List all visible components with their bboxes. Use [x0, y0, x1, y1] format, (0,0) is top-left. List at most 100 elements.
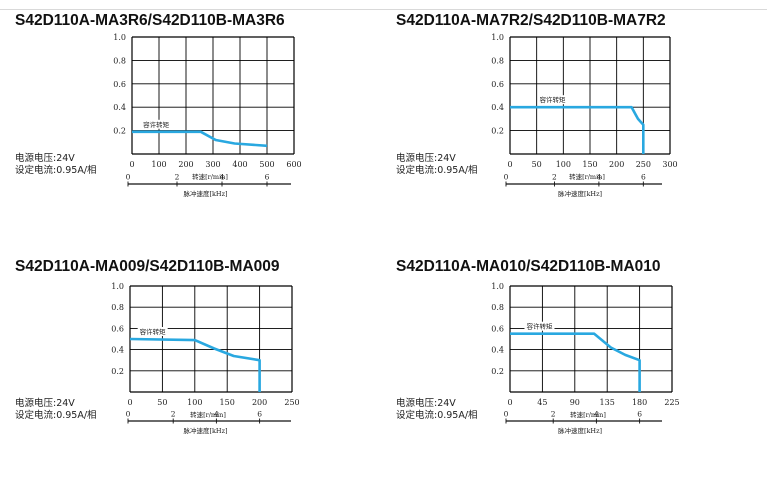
x-tick-label: 0	[507, 160, 512, 169]
current-label: 设定电流:0.95A/相	[15, 410, 97, 421]
y-tick-label: 1.0	[491, 33, 504, 42]
torque-curve	[132, 130, 268, 148]
pulse-axis-label: 脉冲速度[kHz]	[558, 189, 602, 198]
x-tick-label: 90	[570, 398, 580, 407]
x-tick-label: 0	[507, 398, 512, 407]
x-tick-label: 200	[178, 160, 193, 169]
x-tick-label: 300	[662, 160, 677, 169]
current-label: 设定电流:0.95A/相	[396, 165, 478, 176]
x-tick-label: 600	[286, 160, 301, 169]
curve-label: 容许转矩	[526, 322, 553, 331]
x-tick-label: 150	[220, 398, 235, 407]
voltage-label: 电源电压:24V	[396, 398, 456, 409]
x-tick-label: 100	[187, 398, 202, 407]
voltage-label: 电源电压:24V	[15, 398, 75, 409]
pulse-tick-label: 6	[641, 173, 646, 182]
curve-label-bg	[537, 95, 568, 105]
pulse-tick-label: 2	[171, 410, 176, 419]
curve-label: 容许转矩	[540, 95, 567, 104]
x-tick-label: 100	[151, 160, 166, 169]
y-tick-label: 0.6	[491, 80, 504, 89]
torque-chart: 1.0 0.8 0.6 0.4 0.2 0 100 200 300 400 500 600 转速[r/m…	[113, 33, 301, 198]
y-tick-label: 0.4	[491, 346, 504, 355]
x-tick-label: 0	[127, 398, 132, 407]
y-tick-label: 0.4	[113, 103, 126, 112]
x-tick-label: 400	[232, 160, 247, 169]
y-tick-label: 0.2	[491, 127, 504, 136]
torque-curve	[510, 332, 641, 392]
top-divider	[0, 9, 767, 10]
pulse-tick-label: 0	[126, 173, 131, 182]
x-tick-label: 150	[582, 160, 597, 169]
x-axis-label: 转速[r/min]	[570, 410, 606, 419]
pulse-axis-label: 脉冲速度[kHz]	[183, 426, 227, 435]
pulse-tick-label: 2	[551, 410, 556, 419]
x-tick-label: 45	[537, 398, 547, 407]
x-tick-label: 250	[636, 160, 651, 169]
y-tick-label: 0.8	[111, 303, 124, 312]
model-title: S42D110A-MA7R2/S42D110B-MA7R2	[396, 12, 666, 29]
pulse-tick-label: 4	[214, 410, 219, 419]
torque-chart: 1.0 0.8 0.6 0.4 0.2 0 50 100 150 200 250 转速[r/min] 0…	[111, 282, 299, 435]
x-tick-label: 135	[600, 398, 615, 407]
pulse-axis-label: 脉冲速度[kHz]	[558, 426, 602, 435]
x-tick-label: 300	[205, 160, 220, 169]
x-tick-label: 0	[129, 160, 134, 169]
voltage-label: 电源电压:24V	[396, 153, 456, 164]
current-label: 设定电流:0.95A/相	[396, 410, 478, 421]
y-tick-label: 0.4	[491, 103, 504, 112]
x-tick-label: 50	[157, 398, 167, 407]
y-tick-label: 0.2	[113, 127, 126, 136]
curve-label: 容许转矩	[140, 327, 167, 336]
x-tick-label: 200	[252, 398, 267, 407]
pulse-tick-label: 4	[594, 410, 599, 419]
curve-label: 容许转矩	[143, 120, 170, 129]
x-tick-label: 200	[609, 160, 624, 169]
x-tick-label: 180	[632, 398, 647, 407]
model-title: S42D110A-MA009/S42D110B-MA009	[15, 258, 280, 275]
chart-panel: S42D110A-MA009/S42D110B-MA009 电源电压:24V 设…	[15, 258, 395, 488]
voltage-label: 电源电压:24V	[15, 153, 75, 164]
x-tick-label: 50	[532, 160, 542, 169]
torque-chart: 1.0 0.8 0.6 0.4 0.2 0 45 90 135 180 225 转速[r/min] 0 2…	[491, 282, 679, 435]
model-title: S42D110A-MA3R6/S42D110B-MA3R6	[15, 12, 285, 29]
pulse-tick-label: 6	[265, 173, 270, 182]
y-tick-label: 0.8	[491, 56, 504, 65]
y-tick-label: 0.2	[491, 367, 504, 376]
y-tick-label: 1.0	[491, 282, 504, 291]
pulse-tick-label: 6	[257, 410, 262, 419]
torque-curve	[129, 337, 261, 392]
pulse-tick-label: 0	[126, 410, 131, 419]
y-tick-label: 0.6	[111, 324, 124, 333]
curve-label-bg	[524, 321, 555, 331]
pulse-tick-label: 0	[504, 410, 509, 419]
pulse-tick-label: 2	[175, 173, 180, 182]
x-tick-label: 100	[556, 160, 571, 169]
pulse-tick-label: 0	[504, 173, 509, 182]
pulse-tick-label: 6	[637, 410, 642, 419]
curve-label-bg	[137, 327, 168, 336]
torque-curve	[510, 105, 645, 154]
y-tick-label: 0.4	[111, 346, 124, 355]
pulse-axis-label: 脉冲速度[kHz]	[183, 189, 227, 198]
x-axis-label: 转速[r/min]	[192, 172, 228, 181]
x-axis-label: 转速[r/min]	[190, 410, 226, 419]
chart-panel: S42D110A-MA3R6/S42D110B-MA3R6 电源电压:24V 设…	[15, 12, 395, 242]
chart-panel: S42D110A-MA010/S42D110B-MA010 电源电压:24V 设…	[396, 258, 767, 488]
pulse-tick-label: 4	[220, 173, 225, 182]
y-tick-label: 0.2	[111, 367, 124, 376]
current-label: 设定电流:0.95A/相	[15, 165, 97, 176]
chart-panel: S42D110A-MA7R2/S42D110B-MA7R2 电源电压:24V 设…	[396, 12, 767, 242]
y-tick-label: 0.8	[113, 56, 126, 65]
curve-label-bg	[141, 119, 172, 129]
y-tick-label: 0.8	[491, 303, 504, 312]
model-title: S42D110A-MA010/S42D110B-MA010	[396, 258, 661, 275]
x-tick-label: 250	[284, 398, 299, 407]
torque-chart: 1.0 0.8 0.6 0.4 0.2 0 50 100 150 200 250 300 转速[r/mi…	[491, 33, 677, 198]
pulse-tick-label: 2	[552, 173, 557, 182]
pulse-tick-label: 4	[596, 173, 601, 182]
y-tick-label: 1.0	[113, 33, 126, 42]
y-tick-label: 1.0	[111, 282, 124, 291]
x-tick-label: 500	[259, 160, 274, 169]
y-tick-label: 0.6	[113, 80, 126, 89]
